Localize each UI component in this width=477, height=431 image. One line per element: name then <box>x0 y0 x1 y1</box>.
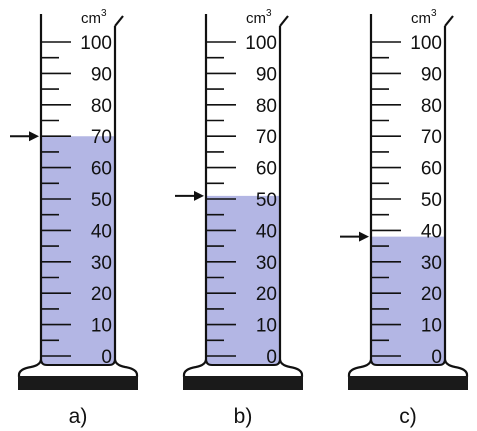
cylinder-c: 0 10 20 30 40 50 60 70 80 90 100 cm3 c) <box>340 8 469 428</box>
liquid-column <box>371 236 445 365</box>
tick-label: 50 <box>421 190 442 211</box>
tick-label: 90 <box>421 64 442 85</box>
cylinder-foot-outline <box>182 358 304 377</box>
level-arrow-icon <box>29 131 39 142</box>
cylinder-bottom <box>205 358 281 366</box>
tick-label: 20 <box>256 284 277 305</box>
tick-label: 40 <box>256 221 277 242</box>
liquid-column <box>41 136 115 365</box>
tick-label: 70 <box>91 127 112 148</box>
unit-label: cm3 <box>411 8 437 27</box>
cylinder-bottom <box>40 358 116 366</box>
level-arrow-icon <box>359 231 369 242</box>
tick-label: 0 <box>431 347 442 368</box>
tick-label: 30 <box>256 253 277 274</box>
cylinder-base <box>183 376 303 390</box>
tick-label: 90 <box>91 64 112 85</box>
tick-label: 10 <box>91 316 112 337</box>
tick-label: 100 <box>410 33 442 54</box>
cylinder-base <box>18 376 138 390</box>
cylinder-caption: b) <box>234 405 253 428</box>
tick-label: 50 <box>256 190 277 211</box>
tick-label: 100 <box>80 33 112 54</box>
unit-label: cm3 <box>246 8 272 27</box>
cylinder-spout <box>444 15 454 27</box>
tick-label: 60 <box>91 159 112 180</box>
cylinder-spout <box>279 15 289 27</box>
liquid-column <box>206 195 280 365</box>
tick-label: 40 <box>91 221 112 242</box>
cylinder-a: 0 10 20 30 40 50 60 70 80 90 100 cm3 a) <box>10 8 139 428</box>
tick-label: 10 <box>256 316 277 337</box>
cylinder-caption: c) <box>399 405 417 428</box>
cylinder-foot-outline <box>347 358 469 377</box>
tick-label: 80 <box>421 96 442 117</box>
tick-label: 70 <box>421 127 442 148</box>
level-arrow-icon <box>194 190 204 201</box>
tick-label: 50 <box>91 190 112 211</box>
cylinder-foot-outline <box>17 358 139 377</box>
tick-label: 80 <box>256 96 277 117</box>
tick-label: 20 <box>421 284 442 305</box>
cylinder-bottom <box>370 358 446 366</box>
tick-label: 60 <box>421 159 442 180</box>
tick-label: 80 <box>91 96 112 117</box>
tick-label: 30 <box>91 253 112 274</box>
tick-label: 10 <box>421 316 442 337</box>
cylinder-base <box>348 376 468 390</box>
tick-label: 90 <box>256 64 277 85</box>
tick-label: 70 <box>256 127 277 148</box>
cylinder-caption: a) <box>69 405 88 428</box>
tick-label: 100 <box>245 33 277 54</box>
tick-label: 30 <box>421 253 442 274</box>
tick-label: 40 <box>421 221 442 242</box>
cylinder-b: 0 10 20 30 40 50 60 70 80 90 100 cm3 b) <box>175 8 304 428</box>
cylinder-spout <box>114 15 124 27</box>
tick-label: 0 <box>266 347 277 368</box>
tick-label: 0 <box>101 347 112 368</box>
unit-label: cm3 <box>81 8 107 27</box>
tick-label: 60 <box>256 159 277 180</box>
tick-label: 20 <box>91 284 112 305</box>
